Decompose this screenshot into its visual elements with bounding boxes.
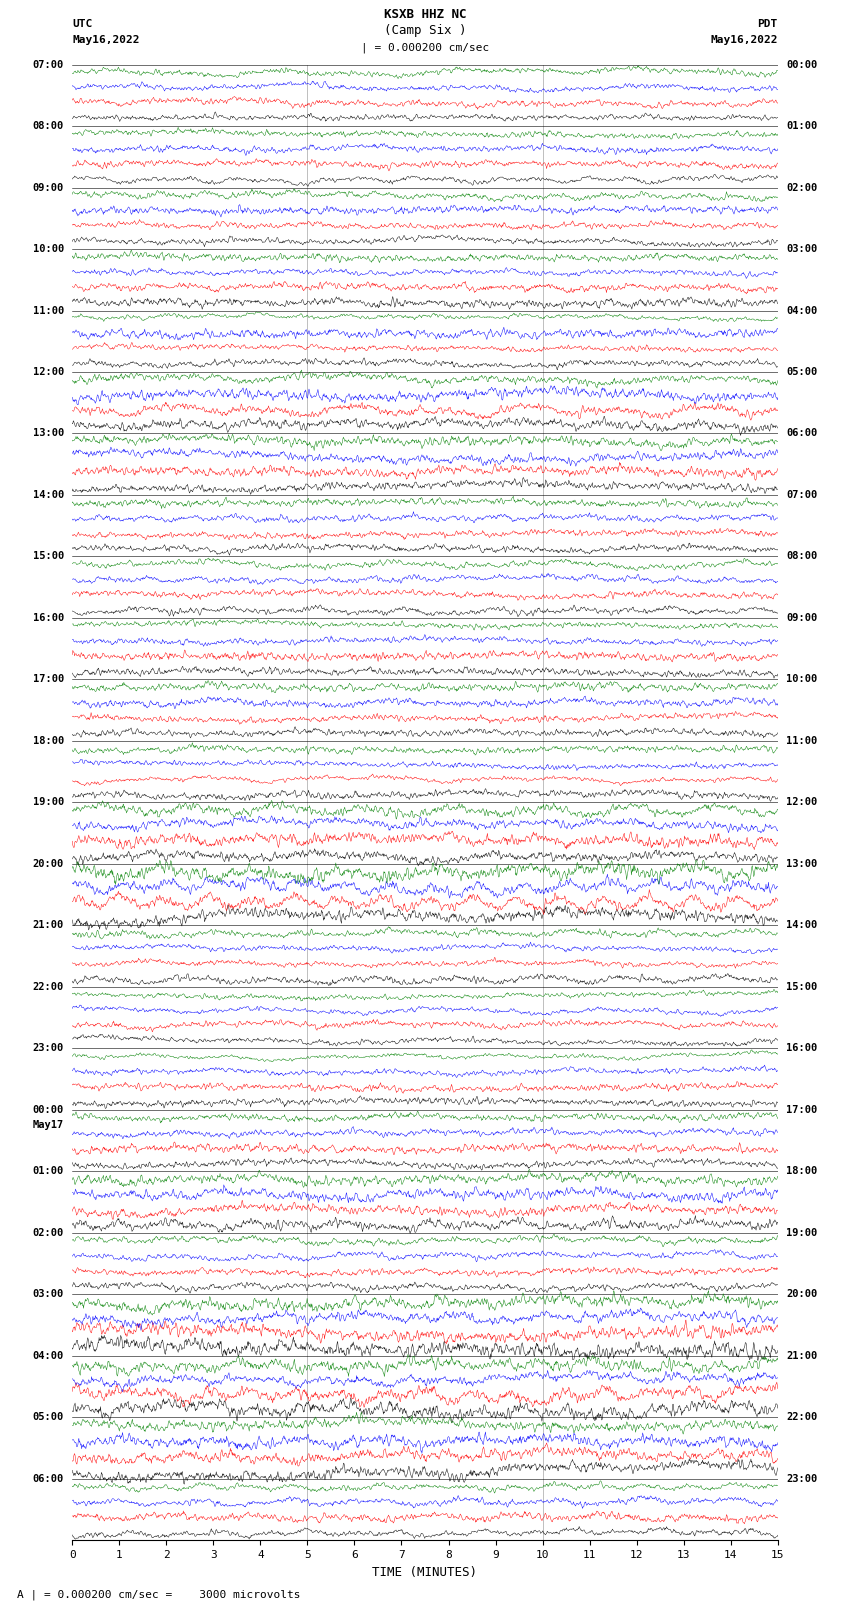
Text: 00:00: 00:00 (32, 1105, 64, 1115)
Text: 21:00: 21:00 (786, 1352, 818, 1361)
Text: | = 0.000200 cm/sec: | = 0.000200 cm/sec (361, 42, 489, 53)
Text: 10:00: 10:00 (32, 244, 64, 253)
Text: 20:00: 20:00 (786, 1289, 818, 1300)
Text: 04:00: 04:00 (786, 305, 818, 316)
Text: 21:00: 21:00 (32, 921, 64, 931)
Text: 01:00: 01:00 (786, 121, 818, 131)
Text: 19:00: 19:00 (32, 797, 64, 808)
Text: 16:00: 16:00 (786, 1044, 818, 1053)
Text: A | = 0.000200 cm/sec =    3000 microvolts: A | = 0.000200 cm/sec = 3000 microvolts (17, 1589, 301, 1600)
Text: May16,2022: May16,2022 (711, 35, 778, 45)
Text: 07:00: 07:00 (32, 60, 64, 69)
Text: (Camp Six ): (Camp Six ) (383, 24, 467, 37)
Text: 13:00: 13:00 (786, 860, 818, 869)
Text: 20:00: 20:00 (32, 860, 64, 869)
Text: 19:00: 19:00 (786, 1227, 818, 1237)
Text: 22:00: 22:00 (32, 982, 64, 992)
Text: 12:00: 12:00 (32, 368, 64, 377)
Text: 23:00: 23:00 (786, 1474, 818, 1484)
Text: 08:00: 08:00 (32, 121, 64, 131)
Text: 07:00: 07:00 (786, 490, 818, 500)
Text: 15:00: 15:00 (32, 552, 64, 561)
Text: 09:00: 09:00 (786, 613, 818, 623)
Text: 05:00: 05:00 (32, 1413, 64, 1423)
Text: 15:00: 15:00 (786, 982, 818, 992)
Text: 09:00: 09:00 (32, 182, 64, 192)
Text: 06:00: 06:00 (786, 429, 818, 439)
Text: PDT: PDT (757, 19, 778, 29)
X-axis label: TIME (MINUTES): TIME (MINUTES) (372, 1566, 478, 1579)
Text: 13:00: 13:00 (32, 429, 64, 439)
Text: 17:00: 17:00 (32, 674, 64, 684)
Text: 03:00: 03:00 (786, 244, 818, 253)
Text: 14:00: 14:00 (32, 490, 64, 500)
Text: 12:00: 12:00 (786, 797, 818, 808)
Text: 16:00: 16:00 (32, 613, 64, 623)
Text: 03:00: 03:00 (32, 1289, 64, 1300)
Text: 11:00: 11:00 (786, 736, 818, 745)
Text: 02:00: 02:00 (32, 1227, 64, 1237)
Text: 18:00: 18:00 (32, 736, 64, 745)
Text: 17:00: 17:00 (786, 1105, 818, 1115)
Text: 22:00: 22:00 (786, 1413, 818, 1423)
Text: 08:00: 08:00 (786, 552, 818, 561)
Text: 10:00: 10:00 (786, 674, 818, 684)
Text: May17: May17 (32, 1121, 64, 1131)
Text: 00:00: 00:00 (786, 60, 818, 69)
Text: 18:00: 18:00 (786, 1166, 818, 1176)
Text: UTC: UTC (72, 19, 93, 29)
Text: 11:00: 11:00 (32, 305, 64, 316)
Text: May16,2022: May16,2022 (72, 35, 139, 45)
Text: 23:00: 23:00 (32, 1044, 64, 1053)
Text: 06:00: 06:00 (32, 1474, 64, 1484)
Text: 01:00: 01:00 (32, 1166, 64, 1176)
Text: 04:00: 04:00 (32, 1352, 64, 1361)
Text: 05:00: 05:00 (786, 368, 818, 377)
Text: 02:00: 02:00 (786, 182, 818, 192)
Text: KSXB HHZ NC: KSXB HHZ NC (383, 8, 467, 21)
Text: 14:00: 14:00 (786, 921, 818, 931)
